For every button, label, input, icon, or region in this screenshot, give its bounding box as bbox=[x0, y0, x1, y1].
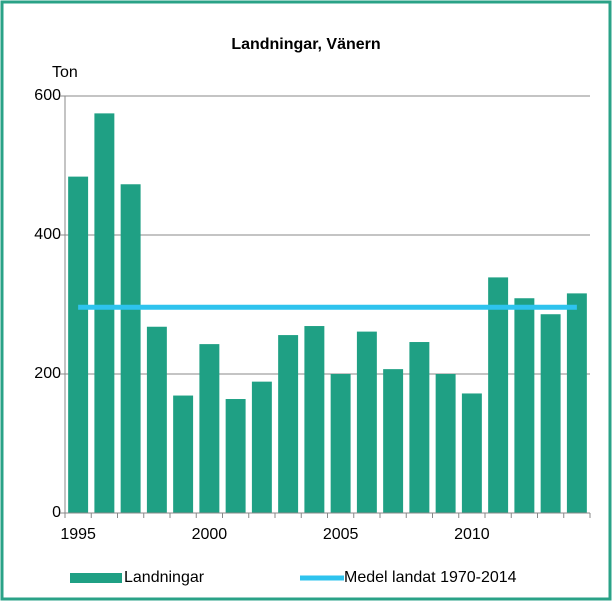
legend-label: Medel landat 1970-2014 bbox=[344, 569, 517, 586]
bar bbox=[435, 374, 456, 513]
bar bbox=[356, 331, 377, 513]
bar bbox=[488, 277, 509, 513]
x-tick-label: 2000 bbox=[192, 526, 228, 543]
bar bbox=[94, 113, 115, 513]
x-tick-label: 2010 bbox=[454, 526, 490, 543]
bar bbox=[566, 293, 587, 513]
x-tick-label: 2005 bbox=[323, 526, 359, 543]
bar bbox=[199, 344, 220, 513]
bar bbox=[514, 298, 535, 513]
bar bbox=[409, 342, 430, 513]
bar bbox=[251, 381, 272, 513]
bar bbox=[120, 184, 141, 513]
bar bbox=[330, 374, 351, 513]
bar bbox=[173, 395, 194, 513]
bar bbox=[278, 335, 299, 513]
bar bbox=[68, 176, 89, 513]
bar bbox=[146, 326, 167, 513]
x-tick-label: 1995 bbox=[60, 526, 96, 543]
bar bbox=[461, 393, 482, 513]
y-tick-label: 400 bbox=[34, 226, 61, 243]
y-tick-label: 0 bbox=[52, 504, 61, 521]
chart-title: Landningar, Vänern bbox=[231, 36, 380, 53]
bar bbox=[225, 399, 246, 513]
y-tick-label: 600 bbox=[34, 87, 61, 104]
y-axis-label: Ton bbox=[52, 64, 78, 81]
legend-swatch bbox=[70, 573, 122, 583]
y-tick-label: 200 bbox=[34, 365, 61, 382]
bar bbox=[383, 369, 404, 513]
bar bbox=[304, 326, 325, 513]
legend-label: Landningar bbox=[124, 569, 205, 586]
bar bbox=[540, 314, 561, 513]
